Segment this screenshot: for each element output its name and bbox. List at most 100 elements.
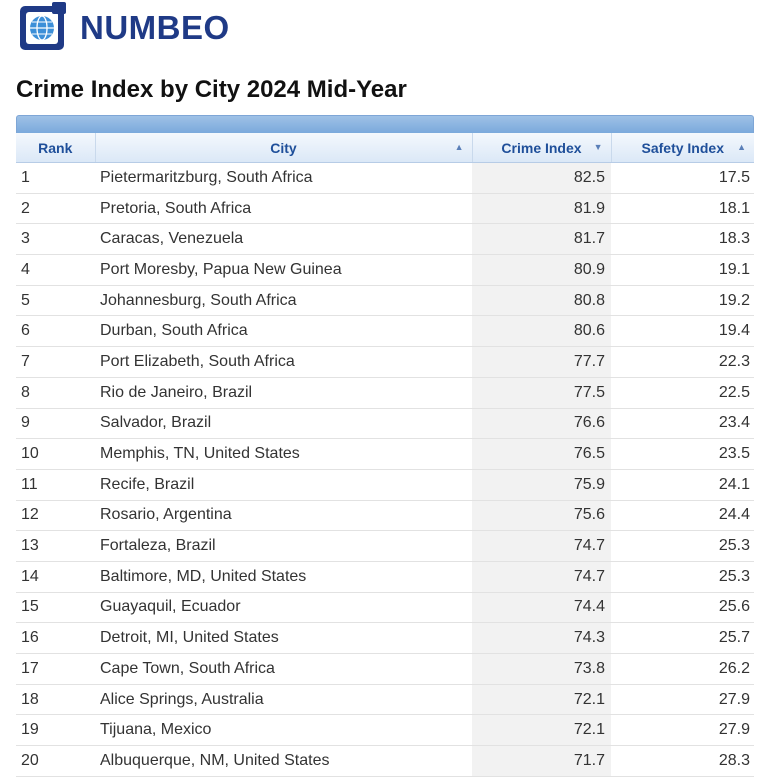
- table-row: 7 Port Elizabeth, South Africa 77.7 22.3: [16, 346, 754, 378]
- table-row: 6 Durban, South Africa 80.6 19.4: [16, 315, 754, 348]
- rank-cell: 14: [16, 561, 95, 593]
- city-cell[interactable]: Pietermaritzburg, South Africa: [95, 162, 472, 194]
- page-title: Crime Index by City 2024 Mid-Year: [16, 76, 407, 103]
- safety-index-cell: 25.3: [611, 561, 754, 593]
- crime-index-cell: 81.9: [472, 193, 611, 225]
- table-row: 13 Fortaleza, Brazil 74.7 25.3: [16, 530, 754, 562]
- numbeo-logo-icon: [20, 2, 66, 50]
- safety-index-cell: 27.9: [611, 684, 754, 716]
- city-cell[interactable]: Cape Town, South Africa: [95, 653, 472, 685]
- table-top-bar: [16, 115, 754, 133]
- rank-cell: 11: [16, 469, 95, 501]
- city-cell[interactable]: Alice Springs, Australia: [95, 684, 472, 716]
- rank-cell: 3: [16, 223, 95, 256]
- city-cell[interactable]: Salvador, Brazil: [95, 408, 472, 440]
- safety-index-cell: 23.4: [611, 408, 754, 440]
- rank-cell: 4: [16, 254, 95, 286]
- crime-index-cell: 81.7: [472, 223, 611, 256]
- crime-index-cell: 72.1: [472, 684, 611, 716]
- city-cell[interactable]: Albuquerque, NM, United States: [95, 745, 472, 777]
- table-row: 17 Cape Town, South Africa 73.8 26.2: [16, 653, 754, 685]
- safety-index-cell: 28.3: [611, 745, 754, 777]
- table-row: 16 Detroit, MI, United States 74.3 25.7: [16, 622, 754, 654]
- safety-index-header-label: Safety Index: [641, 139, 724, 156]
- table-row: 19 Tijuana, Mexico 72.1 27.9: [16, 714, 754, 747]
- rank-cell: 15: [16, 592, 95, 624]
- crime-index-cell: 77.5: [472, 377, 611, 409]
- table-row: 14 Baltimore, MD, United States 74.7 25.3: [16, 561, 754, 593]
- city-cell[interactable]: Rio de Janeiro, Brazil: [95, 377, 472, 409]
- city-cell[interactable]: Memphis, TN, United States: [95, 438, 472, 470]
- crime-index-cell: 73.8: [472, 653, 611, 685]
- crime-index-cell: 75.9: [472, 469, 611, 501]
- table-row: 12 Rosario, Argentina 75.6 24.4: [16, 500, 754, 532]
- city-cell[interactable]: Port Moresby, Papua New Guinea: [95, 254, 472, 286]
- rank-cell: 5: [16, 285, 95, 317]
- crime-index-column-header[interactable]: Crime Index ▼: [472, 133, 612, 163]
- crime-index-cell: 74.7: [472, 530, 611, 562]
- rank-cell: 17: [16, 653, 95, 685]
- rank-cell: 16: [16, 622, 95, 654]
- rank-column-header[interactable]: Rank: [16, 133, 96, 163]
- crime-index-cell: 80.6: [472, 315, 611, 348]
- rank-cell: 2: [16, 193, 95, 225]
- crime-index-cell: 74.4: [472, 592, 611, 624]
- rank-cell: 1: [16, 162, 95, 194]
- safety-index-cell: 26.2: [611, 653, 754, 685]
- safety-index-cell: 19.4: [611, 315, 754, 348]
- sort-up-icon: ▲: [454, 142, 464, 152]
- city-cell[interactable]: Caracas, Venezuela: [95, 223, 472, 256]
- safety-index-cell: 18.3: [611, 223, 754, 256]
- safety-index-cell: 23.5: [611, 438, 754, 470]
- rank-cell: 6: [16, 315, 95, 348]
- city-cell[interactable]: Durban, South Africa: [95, 315, 472, 348]
- safety-index-cell: 17.5: [611, 162, 754, 194]
- table-row: 20 Albuquerque, NM, United States 71.7 28.3: [16, 745, 754, 777]
- safety-index-cell: 19.1: [611, 254, 754, 286]
- city-cell[interactable]: Detroit, MI, United States: [95, 622, 472, 654]
- safety-index-cell: 24.1: [611, 469, 754, 501]
- crime-index-cell: 82.5: [472, 162, 611, 194]
- crime-index-cell: 72.1: [472, 714, 611, 747]
- table-row: 4 Port Moresby, Papua New Guinea 80.9 19.1: [16, 254, 754, 286]
- crime-index-cell: 76.5: [472, 438, 611, 470]
- crime-index-cell: 74.3: [472, 622, 611, 654]
- crime-index-header-label: Crime Index: [501, 139, 582, 156]
- sort-up-icon: ▲: [737, 142, 746, 152]
- city-cell[interactable]: Guayaquil, Ecuador: [95, 592, 472, 624]
- table-row: 3 Caracas, Venezuela 81.7 18.3: [16, 223, 754, 256]
- table-row: 8 Rio de Janeiro, Brazil 77.5 22.5: [16, 377, 754, 409]
- city-column-header[interactable]: City ▲: [95, 133, 473, 163]
- city-cell[interactable]: Port Elizabeth, South Africa: [95, 346, 472, 378]
- table-row: 1 Pietermaritzburg, South Africa 82.5 17.5: [16, 162, 754, 194]
- safety-index-cell: 24.4: [611, 500, 754, 532]
- crime-index-cell: 71.7: [472, 745, 611, 777]
- table-row: 5 Johannesburg, South Africa 80.8 19.2: [16, 285, 754, 317]
- city-cell[interactable]: Tijuana, Mexico: [95, 714, 472, 747]
- city-cell[interactable]: Recife, Brazil: [95, 469, 472, 501]
- crime-index-table: Rank City ▲ Crime Index ▼ Safety Index ▲…: [16, 115, 754, 777]
- city-cell[interactable]: Johannesburg, South Africa: [95, 285, 472, 317]
- rank-header-label: Rank: [38, 139, 73, 156]
- table-header-row: Rank City ▲ Crime Index ▼ Safety Index ▲: [16, 133, 754, 163]
- numbeo-logo[interactable]: NUMBEO: [18, 2, 230, 52]
- rank-cell: 13: [16, 530, 95, 562]
- table-row: 11 Recife, Brazil 75.9 24.1: [16, 469, 754, 501]
- table-row: 10 Memphis, TN, United States 76.5 23.5: [16, 438, 754, 470]
- crime-index-cell: 76.6: [472, 408, 611, 440]
- city-cell[interactable]: Rosario, Argentina: [95, 500, 472, 532]
- crime-index-cell: 74.7: [472, 561, 611, 593]
- rank-cell: 8: [16, 377, 95, 409]
- city-header-label: City: [270, 139, 297, 156]
- sort-down-icon: ▼: [593, 142, 603, 152]
- city-cell[interactable]: Pretoria, South Africa: [95, 193, 472, 225]
- table-row: 15 Guayaquil, Ecuador 74.4 25.6: [16, 592, 754, 624]
- safety-index-column-header[interactable]: Safety Index ▲: [611, 133, 754, 163]
- city-cell[interactable]: Baltimore, MD, United States: [95, 561, 472, 593]
- city-cell[interactable]: Fortaleza, Brazil: [95, 530, 472, 562]
- rank-cell: 7: [16, 346, 95, 378]
- safety-index-cell: 27.9: [611, 714, 754, 747]
- rank-cell: 9: [16, 408, 95, 440]
- safety-index-cell: 25.6: [611, 592, 754, 624]
- rank-cell: 12: [16, 500, 95, 532]
